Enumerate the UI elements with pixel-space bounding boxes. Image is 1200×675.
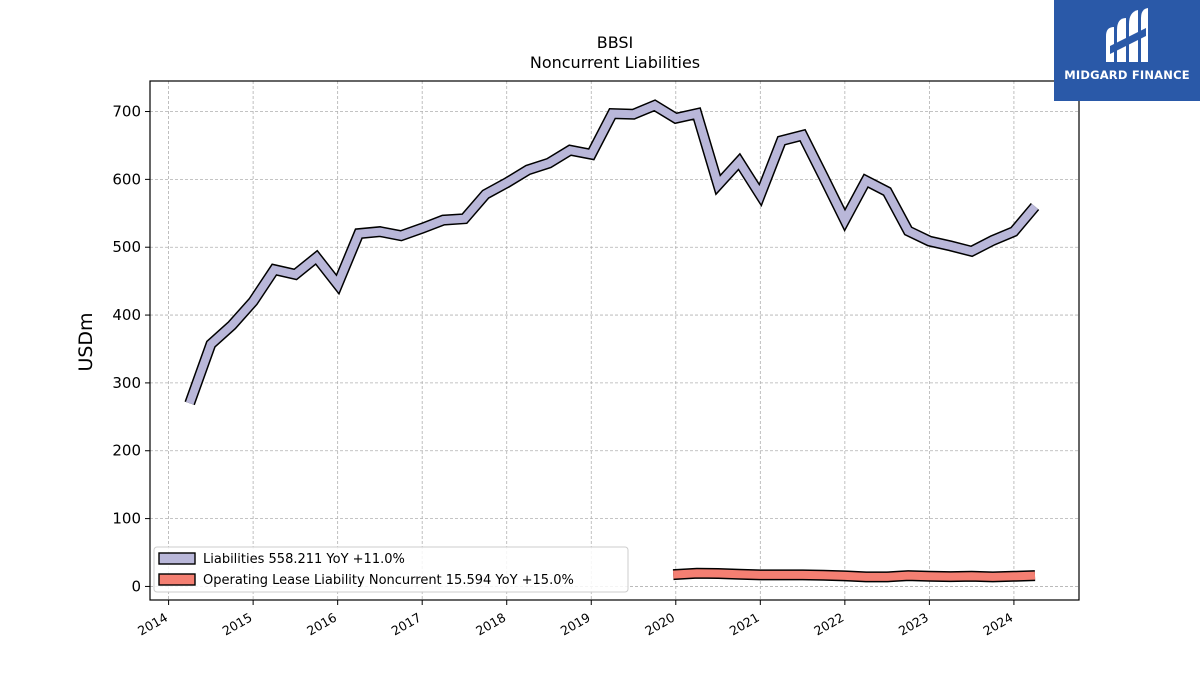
midgard-logo-icon <box>1106 8 1148 62</box>
x-tick-label: 2017 <box>389 610 424 639</box>
grid-lines <box>150 81 1079 600</box>
y-tick-label: 200 <box>112 442 141 460</box>
chart-subtitle: Noncurrent Liabilities <box>530 53 700 72</box>
legend-label-liabilities: Liabilities 558.211 YoY +11.0% <box>203 552 405 567</box>
x-tick-label: 2024 <box>980 610 1015 639</box>
y-axis-label: USDm <box>75 312 97 371</box>
x-tick-label: 2023 <box>896 610 931 639</box>
legend: Liabilities 558.211 YoY +11.0% Operating… <box>153 546 629 593</box>
brand-logo: MIDGARD FINANCE <box>1054 0 1200 101</box>
y-tick-label: 700 <box>112 103 141 121</box>
chart-title: BBSI <box>597 33 634 52</box>
y-tick-label: 400 <box>112 306 141 324</box>
x-tick-label: 2019 <box>558 610 593 639</box>
y-tick-label: 0 <box>131 577 141 595</box>
x-tick-label: 2020 <box>642 610 677 639</box>
legend-swatch-liabilities <box>158 552 196 565</box>
legend-swatch-operating-lease <box>158 573 196 586</box>
x-tick-label: 2022 <box>811 610 846 639</box>
x-tick-label: 2016 <box>304 610 339 639</box>
series-operating-lease-line <box>672 569 1036 581</box>
y-tick-label: 600 <box>112 170 141 188</box>
series-lines <box>184 99 1040 583</box>
plot-frame <box>149 80 1080 601</box>
brand-name: MIDGARD FINANCE <box>1064 68 1190 82</box>
x-tick-label: 2015 <box>220 610 255 639</box>
y-tick-label: 500 <box>112 238 141 256</box>
series-liabilities-line <box>185 100 1039 405</box>
y-tick-label: 300 <box>112 374 141 392</box>
x-tick-label: 2018 <box>473 610 508 639</box>
y-tick-label: 100 <box>112 510 141 528</box>
legend-box <box>153 546 629 593</box>
x-tick-label: 2021 <box>727 610 762 639</box>
legend-label-operating-lease: Operating Lease Liability Noncurrent 15.… <box>203 573 574 588</box>
x-tick-label: 2014 <box>135 610 170 639</box>
